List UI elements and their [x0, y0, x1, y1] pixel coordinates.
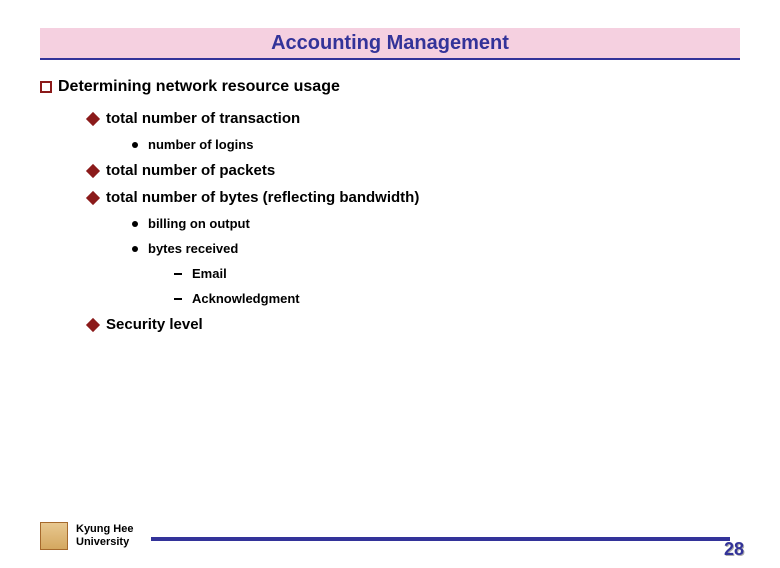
level2-item: Security level [88, 316, 740, 333]
diamond-bullet-icon [86, 163, 100, 177]
level4-item: Acknowledgment [174, 291, 740, 306]
dot-bullet-icon [132, 246, 138, 252]
level3-item: billing on output [132, 216, 740, 231]
level1-item: Determining network resource usage [40, 78, 740, 96]
dash-bullet-icon [174, 298, 182, 300]
diamond-bullet-icon [86, 111, 100, 125]
level2-text: total number of packets [106, 162, 275, 179]
level2-text: Security level [106, 316, 203, 333]
footer-divider [151, 537, 730, 541]
slide-footer: Kyung Hee University [40, 522, 740, 550]
level3-item: bytes received [132, 241, 740, 256]
level3-text: number of logins [148, 137, 253, 152]
level1-text: Determining network resource usage [58, 78, 340, 96]
diamond-bullet-icon [86, 190, 100, 204]
slide-content: Determining network resource usage total… [40, 78, 740, 333]
slide-title: Accounting Management [40, 28, 740, 60]
level2-item: total number of transaction [88, 110, 740, 127]
square-bullet-icon [40, 81, 52, 93]
level2-text: total number of transaction [106, 110, 300, 127]
diamond-bullet-icon [86, 317, 100, 331]
level3-text: billing on output [148, 216, 250, 231]
level4-item: Email [174, 266, 740, 281]
university-logo-icon [40, 522, 68, 550]
dash-bullet-icon [174, 273, 182, 275]
level2-item: total number of packets [88, 162, 740, 179]
dot-bullet-icon [132, 142, 138, 148]
level4-text: Acknowledgment [192, 291, 300, 306]
page-number: 28 [724, 539, 744, 560]
level4-text: Email [192, 266, 227, 281]
university-line1: Kyung Hee [76, 523, 133, 536]
university-line2: University [76, 536, 133, 549]
university-name: Kyung Hee University [76, 523, 133, 548]
dot-bullet-icon [132, 221, 138, 227]
level2-item: total number of bytes (reflecting bandwi… [88, 189, 740, 206]
level2-text: total number of bytes (reflecting bandwi… [106, 189, 419, 206]
level3-text: bytes received [148, 241, 238, 256]
level3-item: number of logins [132, 137, 740, 152]
